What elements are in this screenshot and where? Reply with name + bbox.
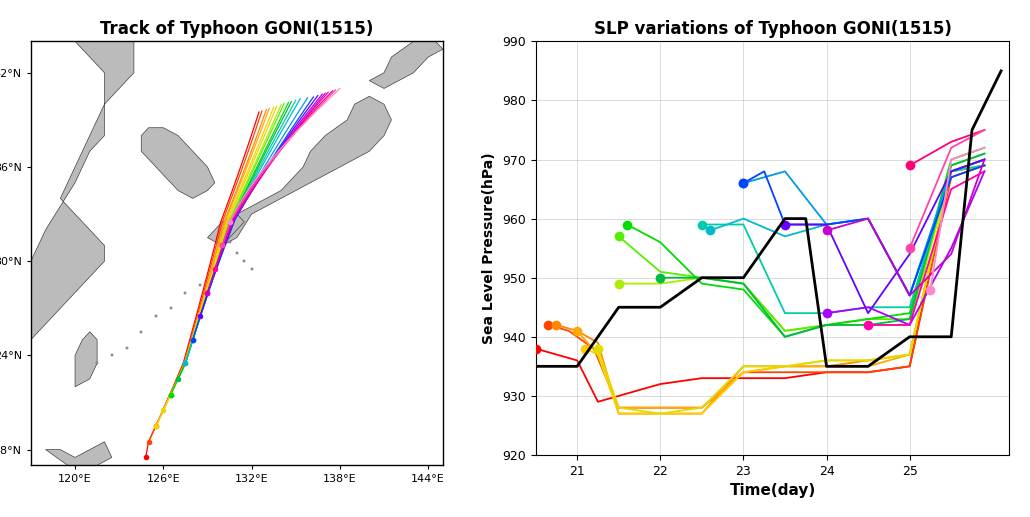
Polygon shape <box>370 41 443 88</box>
Polygon shape <box>45 442 112 473</box>
Title: Track of Typhoon GONI(1515): Track of Typhoon GONI(1515) <box>100 20 374 38</box>
Polygon shape <box>0 41 134 450</box>
Polygon shape <box>222 96 391 246</box>
Polygon shape <box>207 214 244 246</box>
Polygon shape <box>141 128 215 199</box>
Y-axis label: Sea Level Pressure(hPa): Sea Level Pressure(hPa) <box>482 153 496 344</box>
X-axis label: Time(day): Time(day) <box>729 483 816 498</box>
Title: SLP variations of Typhoon GONI(1515): SLP variations of Typhoon GONI(1515) <box>593 20 952 38</box>
Polygon shape <box>75 332 97 387</box>
